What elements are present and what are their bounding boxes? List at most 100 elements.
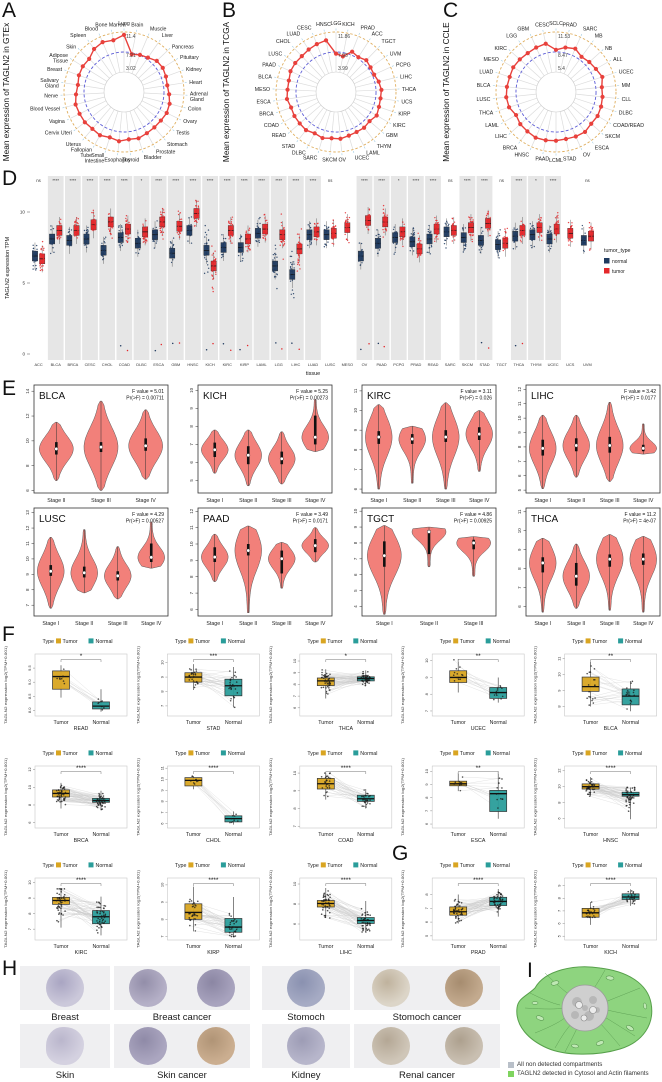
svg-text:Uterus: Uterus — [66, 142, 82, 148]
svg-text:****: **** — [292, 178, 299, 183]
ihc-tissue-panel: Breast Breast cancer Stomoch Stomoch can… — [0, 966, 505, 1082]
svg-text:Vagina: Vagina — [49, 119, 65, 125]
svg-text:Normal: Normal — [228, 751, 245, 757]
svg-text:****: **** — [208, 877, 219, 884]
svg-text:Normal: Normal — [490, 944, 507, 950]
svg-text:8: 8 — [353, 541, 358, 544]
svg-text:6: 6 — [159, 822, 164, 825]
svg-text:8: 8 — [424, 796, 429, 799]
svg-text:****: **** — [76, 877, 87, 884]
ihc-group-kidney: Kidney — [262, 1024, 350, 1081]
svg-text:THCA: THCA — [339, 726, 354, 732]
svg-text:5: 5 — [189, 479, 194, 482]
svg-text:10: 10 — [25, 438, 30, 444]
legend-swatch-nondetected — [508, 1061, 514, 1068]
svg-text:Normal: Normal — [225, 720, 242, 726]
svg-text:Mean expression of TAGLN2 in G: Mean expression of TAGLN2 in GTEx — [1, 22, 11, 161]
svg-text:Pr(>F) = 0.0171: Pr(>F) = 0.0171 — [293, 519, 329, 525]
svg-text:Normal: Normal — [622, 832, 639, 838]
svg-text:TAGLN2 expression TPM: TAGLN2 expression TPM — [5, 237, 11, 300]
svg-text:SCLC: SCLC — [549, 21, 563, 27]
svg-text:normal: normal — [612, 259, 627, 265]
svg-text:READ: READ — [428, 362, 439, 367]
svg-text:Normal: Normal — [622, 720, 639, 726]
svg-text:Esophagus: Esophagus — [104, 158, 130, 164]
ihc-label: Skin — [55, 1070, 75, 1081]
svg-text:Type: Type — [440, 751, 452, 757]
svg-text:PRAD: PRAD — [471, 950, 486, 956]
svg-text:LIHC: LIHC — [291, 362, 300, 367]
svg-text:8.5: 8.5 — [27, 693, 32, 699]
svg-text:11.4: 11.4 — [126, 34, 136, 40]
svg-text:7: 7 — [353, 468, 358, 471]
svg-text:8: 8 — [27, 912, 32, 915]
svg-text:Normal: Normal — [490, 720, 507, 726]
svg-text:ACC: ACC — [372, 31, 383, 37]
cell-diagram — [516, 966, 653, 1055]
svg-text:Tumor: Tumor — [583, 720, 598, 726]
svg-text:6: 6 — [25, 489, 30, 492]
svg-text:F value = 11.2: F value = 11.2 — [625, 512, 657, 518]
svg-text:10: 10 — [189, 387, 194, 393]
panel-label-e: E — [2, 377, 17, 400]
svg-text:0: 0 — [22, 352, 25, 357]
svg-text:****: **** — [341, 877, 352, 884]
ihc-image-strip — [262, 1024, 350, 1068]
svg-text:10: 10 — [517, 415, 522, 421]
svg-text:8: 8 — [517, 567, 522, 570]
svg-text:ns: ns — [36, 178, 41, 183]
svg-text:5: 5 — [353, 589, 358, 592]
svg-text:10: 10 — [25, 556, 30, 562]
svg-text:7.93: 7.93 — [338, 53, 348, 59]
svg-text:****: **** — [464, 178, 471, 183]
ihc-label: Renal cancer — [399, 1070, 455, 1081]
svg-text:****: **** — [121, 178, 128, 183]
ihc-group-breast: Breast — [20, 966, 110, 1023]
svg-text:LUSC: LUSC — [39, 514, 66, 525]
svg-text:Heart: Heart — [189, 80, 202, 86]
svg-text:9: 9 — [424, 676, 429, 679]
svg-text:DLBC: DLBC — [136, 362, 147, 367]
svg-text:Normal: Normal — [493, 639, 510, 645]
svg-text:Tumor: Tumor — [592, 639, 607, 645]
svg-text:Stage III: Stage III — [436, 498, 456, 504]
svg-text:12: 12 — [189, 508, 194, 514]
svg-text:Liver: Liver — [162, 33, 174, 39]
svg-text:KICH: KICH — [604, 950, 617, 956]
svg-text:7: 7 — [353, 557, 358, 560]
svg-text:LUSC: LUSC — [268, 52, 282, 58]
svg-text:8: 8 — [25, 464, 30, 467]
svg-text:9: 9 — [159, 675, 164, 678]
svg-text:9: 9 — [189, 559, 194, 562]
tissue-image — [371, 1027, 410, 1065]
legend-swatch-detected — [508, 1070, 514, 1077]
svg-text:****: **** — [241, 178, 248, 183]
ihc-image-strip — [114, 966, 250, 1010]
svg-text:7: 7 — [517, 460, 522, 463]
svg-text:TAGLN2 expression log2(TPM+0.0: TAGLN2 expression log2(TPM+0.001) — [269, 757, 273, 836]
svg-text:8: 8 — [27, 803, 32, 806]
svg-text:10: 10 — [557, 672, 562, 677]
svg-text:BRCA: BRCA — [67, 362, 78, 367]
svg-text:ESCA: ESCA — [471, 838, 486, 844]
svg-text:PCPG: PCPG — [396, 63, 411, 69]
svg-text:COAD: COAD — [264, 123, 279, 129]
svg-text:SARC: SARC — [303, 155, 318, 161]
svg-text:9: 9 — [424, 783, 429, 786]
svg-text:BLCA: BLCA — [51, 362, 62, 367]
tissue-image — [197, 1027, 235, 1065]
svg-text:10: 10 — [517, 528, 522, 534]
svg-text:Tumor: Tumor — [318, 944, 333, 950]
svg-text:TAGLN2 expression log2(TPM+0.0: TAGLN2 expression log2(TPM+0.001) — [401, 869, 405, 948]
svg-text:Type: Type — [43, 639, 55, 645]
svg-text:Muscle: Muscle — [150, 26, 167, 32]
svg-text:9: 9 — [557, 689, 562, 692]
svg-text:Normal: Normal — [96, 751, 113, 757]
svg-text:6: 6 — [353, 573, 358, 576]
svg-text:8: 8 — [517, 445, 522, 448]
svg-text:Tumor: Tumor — [451, 720, 466, 726]
svg-text:OV: OV — [339, 158, 347, 164]
